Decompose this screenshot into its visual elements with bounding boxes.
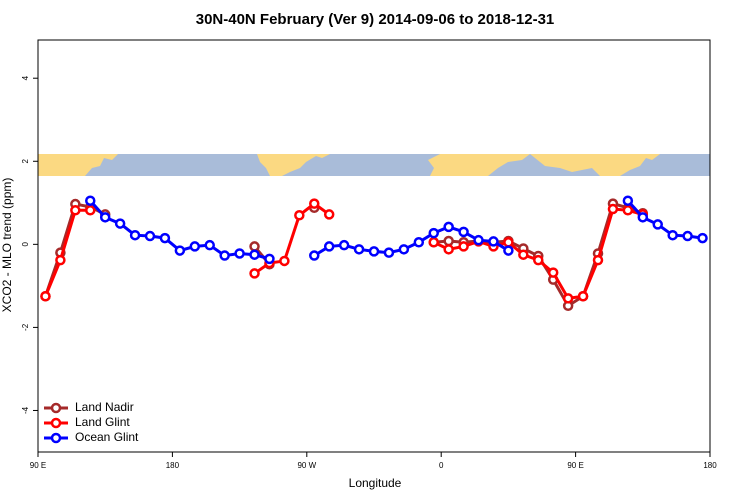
- data-point: [443, 221, 454, 233]
- data-point: [249, 249, 260, 260]
- data-point: [294, 210, 305, 221]
- data-point: [697, 232, 708, 244]
- data-point: [577, 291, 589, 302]
- data-point: [637, 212, 649, 223]
- data-point: [309, 250, 320, 261]
- series-line: [44, 201, 644, 308]
- data-point: [85, 205, 96, 216]
- data-point: [428, 237, 439, 248]
- data-point: [443, 235, 454, 247]
- data-point: [473, 234, 484, 246]
- data-point: [99, 212, 111, 223]
- data-point: [129, 229, 141, 241]
- y-tick-label: -4: [21, 406, 30, 414]
- plot-frame: [37, 39, 711, 453]
- data-point: [562, 293, 574, 304]
- legend-label: Ocean Glint: [75, 430, 139, 444]
- x-tick-label: 0: [439, 461, 444, 470]
- data-point: [592, 254, 604, 266]
- data-point: [55, 254, 66, 266]
- x-tick-label: 90 E: [567, 461, 583, 470]
- data-point: [159, 232, 171, 244]
- y-tick-label: 0: [21, 242, 30, 247]
- x-tick-label: 180: [166, 461, 180, 470]
- y-axis-label: XCO2 - MLO trend (ppm): [0, 178, 14, 313]
- data-point: [323, 241, 335, 252]
- x-tick-label: 90 W: [297, 461, 316, 470]
- data-point: [503, 237, 514, 248]
- data-point: [458, 226, 469, 238]
- legend-marker: [50, 417, 62, 429]
- data-point: [249, 268, 260, 279]
- data-point: [338, 239, 350, 251]
- legend-label: Land Glint: [75, 415, 130, 429]
- x-axis-label: Longitude: [349, 476, 402, 490]
- y-tick-label: 4: [21, 75, 30, 80]
- data-point: [413, 237, 425, 248]
- data-point: [189, 241, 201, 252]
- data-point: [279, 255, 290, 267]
- legend-marker: [50, 432, 62, 444]
- data-point: [234, 248, 245, 259]
- data-point: [70, 205, 81, 216]
- data-point: [503, 245, 514, 256]
- chart-title: 30N-40N February (Ver 9) 2014-09-06 to 2…: [196, 11, 555, 28]
- y-tick-label: -2: [21, 323, 30, 331]
- legend-label: Land Nadir: [75, 400, 134, 414]
- data-point: [488, 236, 499, 247]
- data-point: [174, 245, 186, 256]
- data-point: [682, 230, 693, 242]
- data-point: [443, 244, 454, 255]
- data-point: [309, 198, 320, 209]
- data-point: [547, 267, 559, 278]
- data-point: [622, 205, 634, 216]
- data-point: [249, 241, 260, 252]
- data-point: [353, 244, 365, 255]
- data-point: [114, 218, 126, 229]
- data-point: [383, 247, 395, 258]
- y-tick-label: 2: [21, 159, 30, 164]
- data-point: [518, 249, 529, 260]
- data-point: [85, 195, 96, 206]
- data-point: [533, 254, 544, 266]
- data-point: [607, 203, 619, 215]
- data-point: [398, 244, 410, 255]
- x-tick-label: 180: [703, 461, 717, 470]
- data-point: [428, 227, 439, 239]
- legend-marker: [50, 402, 62, 414]
- data-point: [219, 250, 230, 261]
- data-point: [264, 253, 275, 265]
- x-tick-label: 90 E: [30, 461, 46, 470]
- data-point: [323, 209, 335, 220]
- data-point: [667, 229, 678, 241]
- data-point: [204, 239, 215, 251]
- data-point: [458, 241, 469, 252]
- data-point: [622, 195, 634, 206]
- data-point: [368, 246, 380, 257]
- data-point: [40, 291, 51, 302]
- map-strip: [38, 154, 710, 176]
- data-point: [652, 219, 663, 230]
- data-point: [144, 230, 156, 242]
